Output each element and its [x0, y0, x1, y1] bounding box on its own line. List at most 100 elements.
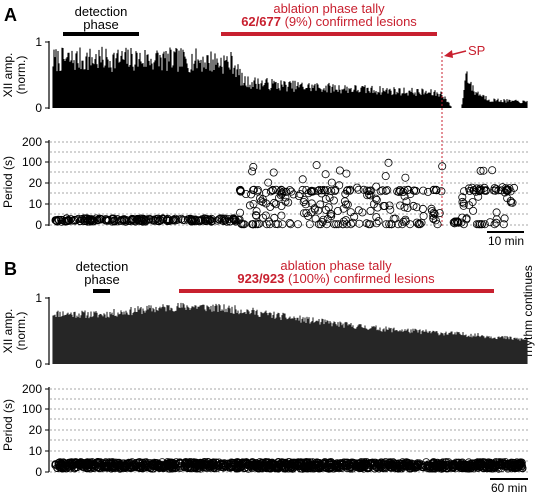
period-point: [472, 220, 481, 229]
period-point: [352, 461, 361, 470]
panel-a-period-tick-200: 200: [22, 135, 42, 149]
panel-a-ablation-bar: [221, 32, 437, 36]
period-point: [186, 216, 195, 225]
period-point: [335, 166, 344, 175]
period-point: [429, 215, 438, 224]
period-point: [438, 458, 447, 467]
period-point: [266, 187, 275, 196]
period-point: [364, 190, 373, 199]
period-point: [381, 172, 390, 181]
period-point: [406, 190, 415, 199]
panel-b-amp-ticklabel-0: 0: [35, 357, 42, 371]
period-point: [251, 211, 260, 220]
period-point: [372, 195, 381, 204]
period-point: [325, 193, 334, 202]
period-point: [435, 209, 444, 218]
period-point: [428, 462, 437, 471]
period-point: [316, 200, 325, 209]
period-point: [386, 205, 395, 214]
period-point: [285, 186, 294, 195]
period-point: [418, 204, 427, 213]
period-point: [301, 459, 310, 468]
period-point: [475, 186, 484, 195]
period-point: [298, 185, 307, 194]
period-point: [497, 460, 506, 469]
panel-b-detection-label-2: phase: [84, 272, 119, 287]
period-point: [52, 216, 61, 225]
panel-b: B detection phase ablation phase tally 9…: [1, 258, 535, 495]
period-point: [342, 220, 351, 229]
panel-b-amplitude-trace: [52, 302, 528, 364]
period-point: [502, 185, 511, 194]
period-point: [264, 178, 273, 187]
panel-b-period-tick-100: 100: [22, 402, 42, 416]
period-point: [225, 463, 234, 472]
period-point: [189, 215, 198, 224]
period-point: [278, 220, 287, 229]
period-point: [383, 186, 392, 195]
period-point: [431, 185, 440, 194]
period-point: [81, 214, 90, 223]
panel-a-amp-ticklabel-1: 1: [35, 35, 42, 49]
period-point: [374, 217, 383, 226]
period-point: [508, 198, 517, 207]
period-point: [430, 209, 439, 218]
period-point: [429, 185, 438, 194]
period-point: [152, 461, 161, 470]
period-point: [64, 216, 73, 225]
period-point: [342, 458, 351, 467]
period-point: [302, 185, 311, 194]
panel-b-period-tick-200: 200: [22, 382, 42, 396]
panel-a-detection-label-2: phase: [83, 17, 118, 32]
period-point: [320, 462, 329, 471]
period-point: [412, 218, 421, 227]
period-point: [414, 220, 423, 229]
period-point: [240, 459, 249, 468]
period-point: [433, 220, 442, 229]
period-point: [294, 191, 303, 200]
period-point: [482, 464, 491, 473]
period-point: [112, 463, 121, 472]
period-point: [277, 185, 286, 194]
period-point: [471, 187, 480, 196]
panel-b-ablation-bar: [179, 289, 494, 293]
period-point: [498, 461, 507, 470]
period-point: [311, 460, 320, 469]
period-point: [237, 219, 246, 228]
period-point: [477, 185, 486, 194]
period-point: [252, 211, 261, 220]
period-point: [169, 215, 178, 224]
period-point: [503, 464, 512, 473]
period-point: [249, 162, 258, 171]
period-point: [261, 211, 270, 220]
period-point: [401, 173, 410, 182]
period-point: [245, 201, 254, 210]
period-point: [462, 215, 471, 224]
panel-b-detection-bar: [93, 289, 110, 293]
period-point: [307, 186, 316, 195]
period-point: [465, 201, 474, 210]
period-point: [107, 459, 116, 468]
period-point: [159, 464, 168, 473]
period-point: [345, 186, 354, 195]
period-point: [102, 459, 111, 468]
panel-a-sp-arrow-head: [444, 50, 453, 58]
period-point: [53, 463, 62, 472]
period-point: [185, 214, 194, 223]
period-point: [373, 203, 382, 212]
panel-a-tally-rest: (9%) confirmed lesions: [281, 14, 417, 29]
period-point: [214, 462, 223, 471]
panel-b-letter: B: [4, 259, 17, 279]
period-point: [412, 203, 421, 212]
period-point: [376, 463, 385, 472]
period-point: [141, 217, 150, 226]
period-point: [306, 458, 315, 467]
period-point: [207, 217, 216, 226]
period-point: [385, 220, 394, 229]
period-point: [487, 461, 496, 470]
period-point: [389, 214, 398, 223]
period-point: [400, 203, 409, 212]
period-point: [77, 215, 86, 224]
period-point: [500, 214, 509, 223]
period-point: [492, 218, 501, 227]
